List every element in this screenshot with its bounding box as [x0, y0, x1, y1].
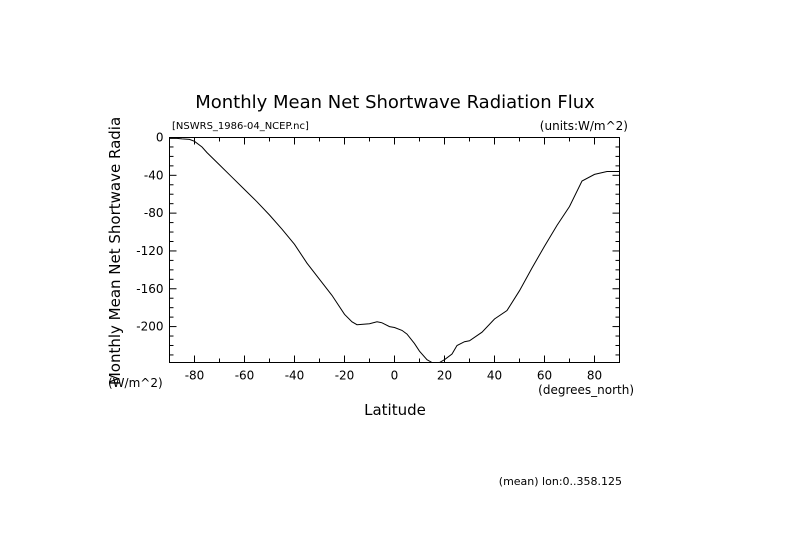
y-units-label: (W/m^2)	[108, 376, 163, 390]
units-label: (units:W/m^2)	[540, 119, 628, 133]
x-units-label: (degrees_north)	[538, 383, 634, 397]
x-tick-label: -60	[235, 369, 255, 383]
y-tick-label: 0	[156, 131, 164, 145]
y-tick-label: -40	[144, 168, 164, 182]
x-tick-label: -40	[285, 369, 305, 383]
y-axis-ticks: 0 -40 -80 -120 -160 -200	[136, 131, 620, 356]
y-tick-label: -80	[144, 206, 164, 220]
x-tick-label: 80	[587, 369, 602, 383]
y-tick-label: -160	[136, 282, 163, 296]
x-tick-label: 40	[487, 369, 502, 383]
y-tick-label: -120	[136, 244, 163, 258]
x-axis-ticks: -80 -60 -40 -20 0 20 40 60 80	[169, 137, 620, 383]
y-axis-title: Monthly Mean Net Shortwave Radia	[106, 117, 124, 385]
x-axis-title: Latitude	[364, 401, 426, 419]
data-line	[169, 137, 620, 363]
x-tick-label: 60	[537, 369, 552, 383]
x-tick-label: -80	[185, 369, 205, 383]
x-tick-label: 0	[391, 369, 399, 383]
x-tick-label: 20	[437, 369, 452, 383]
plot-frame	[169, 137, 620, 363]
file-label: [NSWRS_1986-04_NCEP.nc]	[172, 121, 309, 132]
x-tick-label: -20	[335, 369, 355, 383]
chart-title: Monthly Mean Net Shortwave Radiation Flu…	[195, 92, 595, 113]
footnote: (mean) lon:0..358.125	[499, 475, 622, 488]
y-tick-label: -200	[136, 320, 163, 334]
